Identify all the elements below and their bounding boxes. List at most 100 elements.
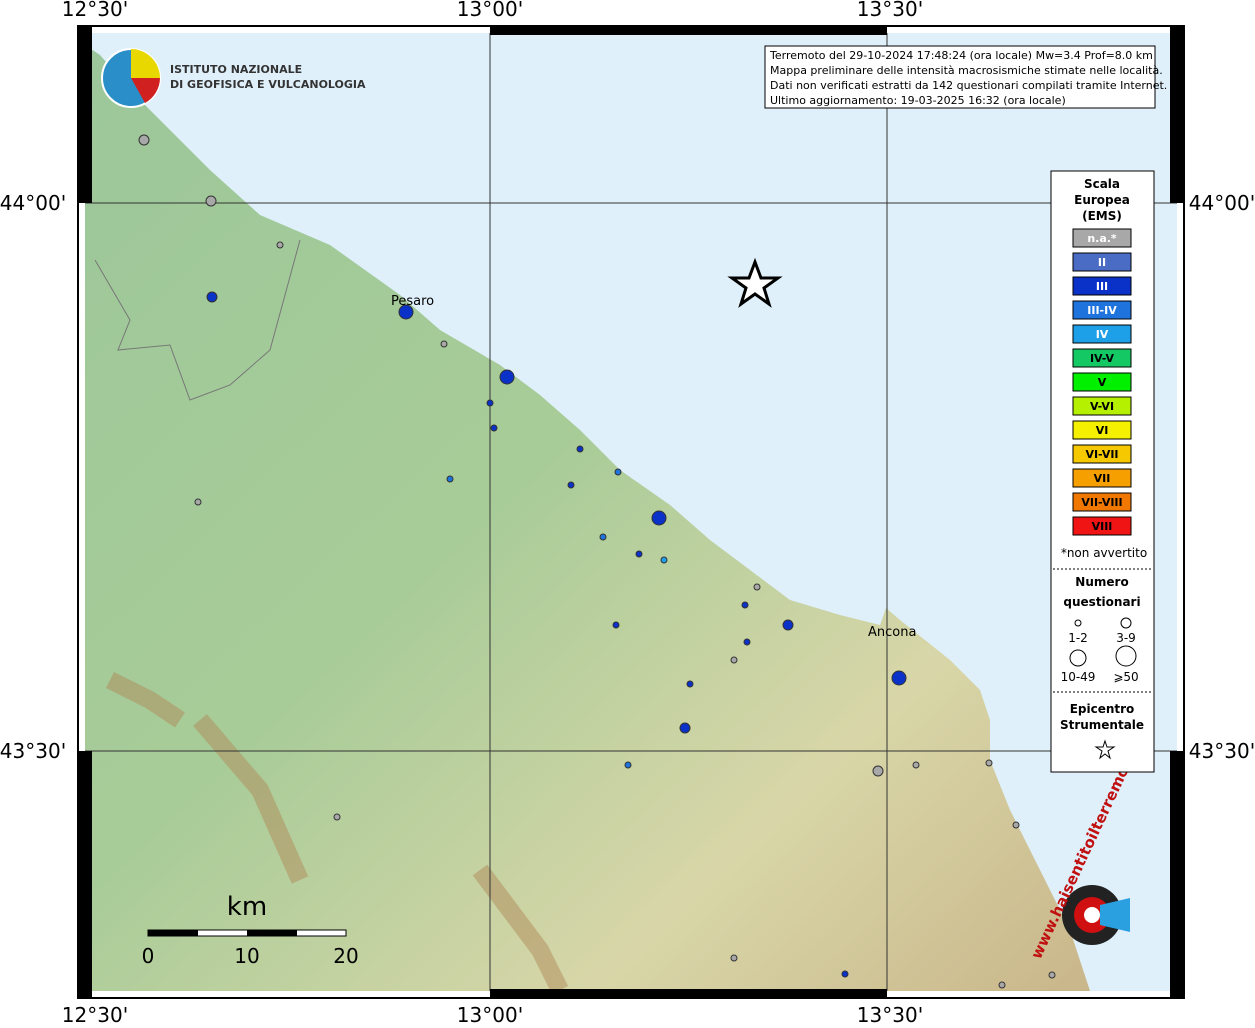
logo-sector bbox=[131, 78, 160, 103]
legend-swatch bbox=[1072, 276, 1132, 296]
scale-seg bbox=[148, 930, 198, 936]
locality bbox=[891, 670, 907, 686]
info-line: Ultimo aggiornamento: 19-03-2025 16:32 (… bbox=[770, 94, 1066, 107]
lat-label: 44°00' bbox=[1189, 191, 1255, 215]
locality bbox=[686, 680, 694, 688]
locality bbox=[612, 621, 620, 629]
locality bbox=[599, 533, 607, 541]
locality bbox=[651, 510, 667, 526]
locality bbox=[486, 399, 494, 407]
locality bbox=[635, 550, 643, 558]
watermark-horn bbox=[1100, 898, 1130, 932]
lon-label: 13°30' bbox=[857, 0, 923, 21]
legend-swatch bbox=[1072, 300, 1132, 320]
info-frame bbox=[764, 45, 1156, 109]
info-line: Terremoto del 29-10-2024 17:48:24 (ora l… bbox=[769, 49, 1153, 62]
legend-label: VIII bbox=[1092, 520, 1113, 533]
locality bbox=[912, 761, 920, 769]
locality bbox=[841, 970, 849, 978]
locality bbox=[499, 369, 515, 385]
locality bbox=[730, 954, 738, 962]
locality bbox=[985, 759, 993, 767]
logo-sector bbox=[131, 49, 160, 78]
size-symbol bbox=[1115, 645, 1137, 667]
legend-label: V bbox=[1098, 376, 1107, 389]
info-line: Mappa preliminare delle intensità macros… bbox=[770, 64, 1163, 77]
legend-label: II bbox=[1098, 256, 1106, 269]
legend-swatch bbox=[1072, 372, 1132, 392]
locality bbox=[490, 424, 498, 432]
size-symbol bbox=[1074, 619, 1082, 627]
lat-label: 43°30' bbox=[1189, 739, 1255, 763]
info-line: Dati non verificati estratti da 142 ques… bbox=[770, 79, 1167, 92]
frame-bar bbox=[490, 26, 887, 35]
legend-swatch bbox=[1072, 516, 1132, 536]
size-label: 10-49 bbox=[1061, 670, 1096, 684]
legend-title: Epicentro bbox=[1070, 702, 1135, 716]
locality bbox=[333, 813, 341, 821]
scale-seg bbox=[247, 930, 297, 936]
lon-label: 13°00' bbox=[457, 1003, 523, 1024]
locality bbox=[446, 475, 454, 483]
city-label: Ancona bbox=[868, 625, 916, 640]
boundary bbox=[94, 239, 301, 401]
lat-label: 43°30' bbox=[0, 739, 66, 763]
size-label: 1-2 bbox=[1068, 631, 1088, 645]
frame-bar bbox=[78, 751, 92, 998]
legend-label: V-VI bbox=[1090, 400, 1114, 413]
locality bbox=[194, 498, 202, 506]
scale-label: 20 bbox=[333, 944, 358, 968]
logo: ISTITUTO NAZIONALE DI GEOFISICA E VULCAN… bbox=[101, 48, 366, 108]
lon-label: 12°30' bbox=[62, 1003, 128, 1024]
lon-label: 12°30' bbox=[62, 0, 128, 21]
info-box: Terremoto del 29-10-2024 17:48:24 (ora l… bbox=[764, 45, 1167, 109]
frame-bar bbox=[490, 989, 887, 998]
legend-swatch bbox=[1072, 492, 1132, 512]
lon-label: 13°30' bbox=[857, 1003, 923, 1024]
legend-swatch bbox=[1072, 468, 1132, 488]
legend-swatch bbox=[1072, 228, 1132, 248]
legend-label: VI-VII bbox=[1085, 448, 1118, 461]
legend: Scala Europea (EMS) *non avvertito Numer… bbox=[1050, 170, 1155, 773]
logo-text: DI GEOFISICA E VULCANOLOGIA bbox=[170, 78, 366, 91]
legend-title: Strumentale bbox=[1060, 718, 1144, 732]
locality bbox=[679, 722, 691, 734]
relief bbox=[105, 671, 569, 995]
locality bbox=[730, 656, 738, 664]
size-label: ⩾50 bbox=[1113, 670, 1138, 684]
locality bbox=[753, 583, 761, 591]
lon-label: 13°00' bbox=[457, 0, 523, 21]
legend-title: (EMS) bbox=[1082, 209, 1122, 223]
locality bbox=[660, 556, 668, 564]
graticule bbox=[85, 33, 1177, 991]
legend-swatch bbox=[1072, 420, 1132, 440]
locality bbox=[576, 445, 584, 453]
locality bbox=[138, 134, 150, 146]
locality bbox=[743, 638, 751, 646]
legend-label: IV bbox=[1096, 328, 1109, 341]
legend-label: n.a.* bbox=[1087, 232, 1117, 245]
locality bbox=[205, 195, 217, 207]
locality bbox=[206, 291, 218, 303]
locality bbox=[624, 761, 632, 769]
legend-label: VI bbox=[1096, 424, 1109, 437]
legend-swatch bbox=[1072, 444, 1132, 464]
legend-title: Scala bbox=[1084, 177, 1120, 191]
locality bbox=[782, 619, 794, 631]
legend-label: VII-VIII bbox=[1081, 496, 1122, 509]
locality bbox=[567, 481, 575, 489]
legend-title: Numero bbox=[1075, 575, 1128, 589]
legend-epicenter bbox=[1094, 739, 1116, 760]
logo-text: ISTITUTO NAZIONALE bbox=[170, 63, 302, 76]
lat-label: 44°00' bbox=[0, 191, 66, 215]
legend-swatch bbox=[1072, 252, 1132, 272]
epicenter bbox=[727, 257, 783, 308]
locality bbox=[998, 981, 1006, 989]
locality bbox=[1048, 971, 1056, 979]
watermark-disc bbox=[1084, 907, 1100, 923]
frame-bar bbox=[1170, 751, 1184, 998]
size-label: 3-9 bbox=[1116, 631, 1136, 645]
legend-swatch bbox=[1072, 324, 1132, 344]
